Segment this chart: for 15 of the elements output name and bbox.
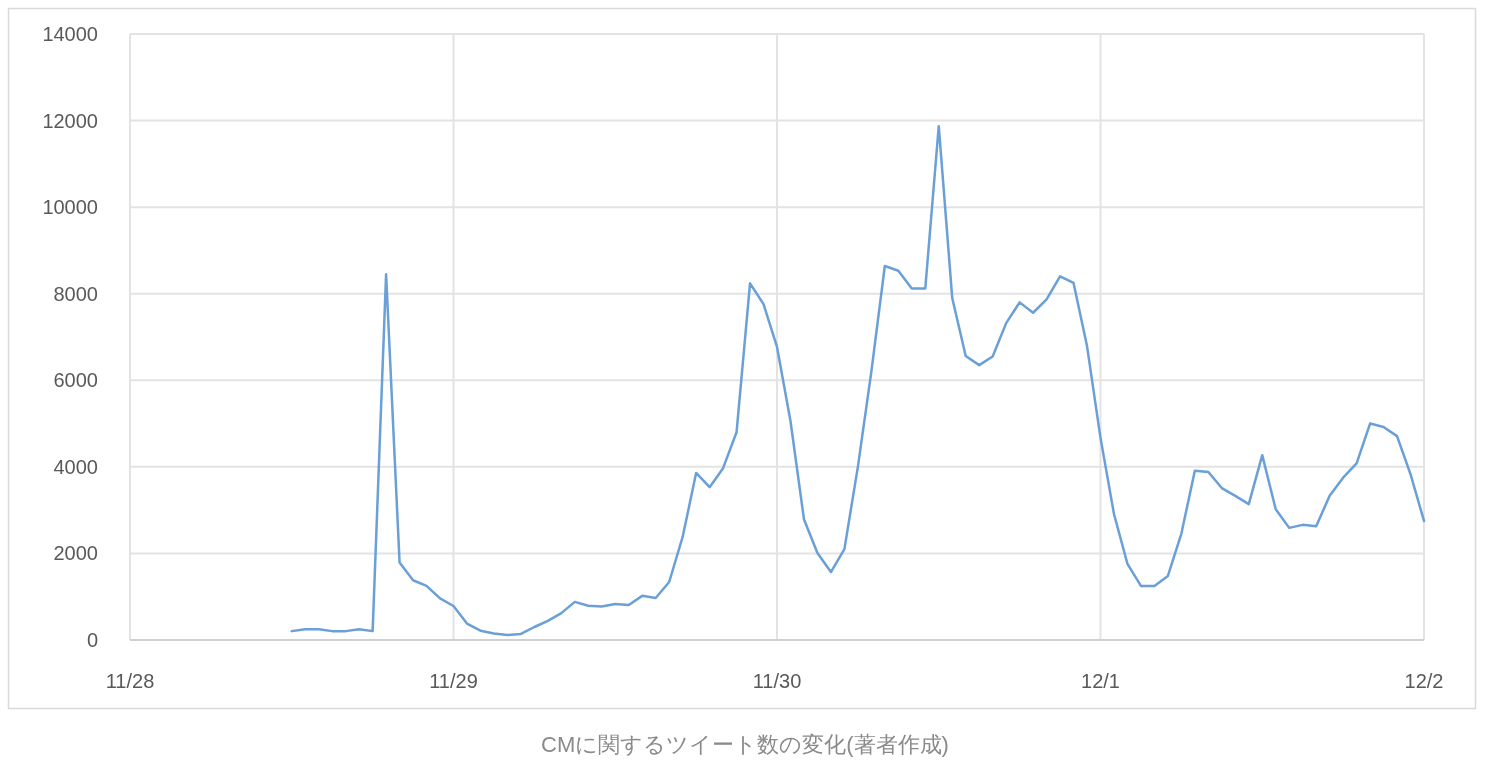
text: CMに関するツイート数の変化(著者作成) — [541, 732, 949, 757]
x-tick-label: 12/1 — [1081, 670, 1120, 692]
x-tick-label: 11/30 — [752, 670, 802, 692]
x-tick-label: 12/2 — [1404, 670, 1444, 692]
y-tick-label: 4000 — [53, 455, 98, 478]
y-tick-label: 8000 — [53, 282, 98, 305]
y-tick-label: 2000 — [53, 542, 98, 565]
y-tick-label: 14000 — [42, 23, 98, 45]
x-tick-label: 11/28 — [105, 670, 155, 692]
y-tick-label: 10000 — [42, 196, 98, 219]
y-tick-label: 0 — [86, 629, 98, 651]
x-tick-label: 11/29 — [429, 670, 478, 692]
y-tick-label: 12000 — [42, 109, 98, 132]
y-tick-label: 6000 — [53, 369, 98, 392]
line-series — [290, 124, 1426, 637]
